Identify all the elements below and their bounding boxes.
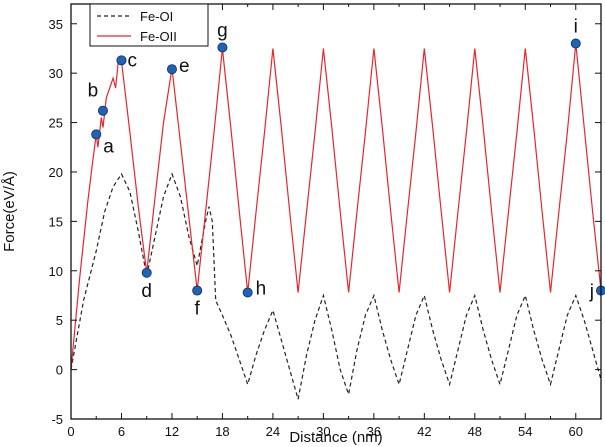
- y-tick-label-0: 0: [56, 363, 63, 378]
- marker-label-b: b: [88, 81, 99, 102]
- x-tick-label-18: 18: [215, 424, 229, 439]
- marker-label-j: j: [589, 282, 594, 303]
- marker-a: [91, 129, 102, 140]
- y-tick-label-15: 15: [49, 214, 63, 229]
- y-axis-title: Force(eV/Å): [1, 171, 18, 252]
- marker-layer: a b c d e f g h i j: [88, 17, 605, 320]
- marker-label-g: g: [217, 20, 228, 41]
- marker-label-f: f: [195, 299, 201, 320]
- y-tick-label--5: -5: [51, 412, 63, 427]
- plot-frame: [70, 3, 602, 420]
- marker-label-h: h: [256, 279, 267, 300]
- series-line-fe-oii: [70, 43, 602, 370]
- legend: Fe-OI Fe-OII: [89, 3, 209, 47]
- x-tick-label-24: 24: [266, 424, 280, 439]
- marker-h: [242, 287, 253, 298]
- marker-f: [192, 285, 203, 296]
- legend-label-fe-oi: Fe-OI: [140, 9, 173, 24]
- marker-label-e: e: [179, 56, 190, 77]
- x-tick-label-0: 0: [67, 424, 74, 439]
- x-tick-label-60: 60: [569, 424, 583, 439]
- marker-b: [97, 105, 108, 116]
- x-tick-label-54: 54: [518, 424, 532, 439]
- x-tick-label-42: 42: [417, 424, 431, 439]
- marker-d: [141, 267, 152, 278]
- x-tick-label-36: 36: [367, 424, 381, 439]
- legend-label-fe-oii: Fe-OII: [140, 29, 177, 44]
- marker-e: [166, 64, 177, 75]
- y-tick-label-25: 25: [49, 116, 63, 131]
- x-tick-label-6: 6: [118, 424, 125, 439]
- marker-label-a: a: [103, 136, 114, 157]
- y-tick-label-20: 20: [49, 165, 63, 180]
- marker-i: [570, 38, 581, 49]
- x-tick-label-48: 48: [468, 424, 482, 439]
- y-tick-label-5: 5: [56, 313, 63, 328]
- x-tick-label-12: 12: [165, 424, 179, 439]
- marker-g: [217, 42, 228, 53]
- x-axis-title: Distance (nm): [289, 429, 382, 446]
- axis-layer: 0 6 12 18 24 30 36 42 48 54 60 -5 0 5 10 15 20 25 30 35: [49, 4, 602, 439]
- marker-label-i: i: [574, 17, 578, 38]
- marker-c: [116, 55, 127, 66]
- y-tick-label-30: 30: [49, 66, 63, 81]
- legend-box: [89, 3, 209, 47]
- y-tick-label-35: 35: [49, 17, 63, 32]
- x-tick-label-30: 30: [316, 424, 330, 439]
- series-line-fe-oi: [70, 172, 602, 400]
- marker-label-d: d: [141, 281, 152, 302]
- y-tick-label-10: 10: [49, 264, 63, 279]
- marker-label-c: c: [127, 50, 137, 71]
- series-layer: [70, 43, 602, 400]
